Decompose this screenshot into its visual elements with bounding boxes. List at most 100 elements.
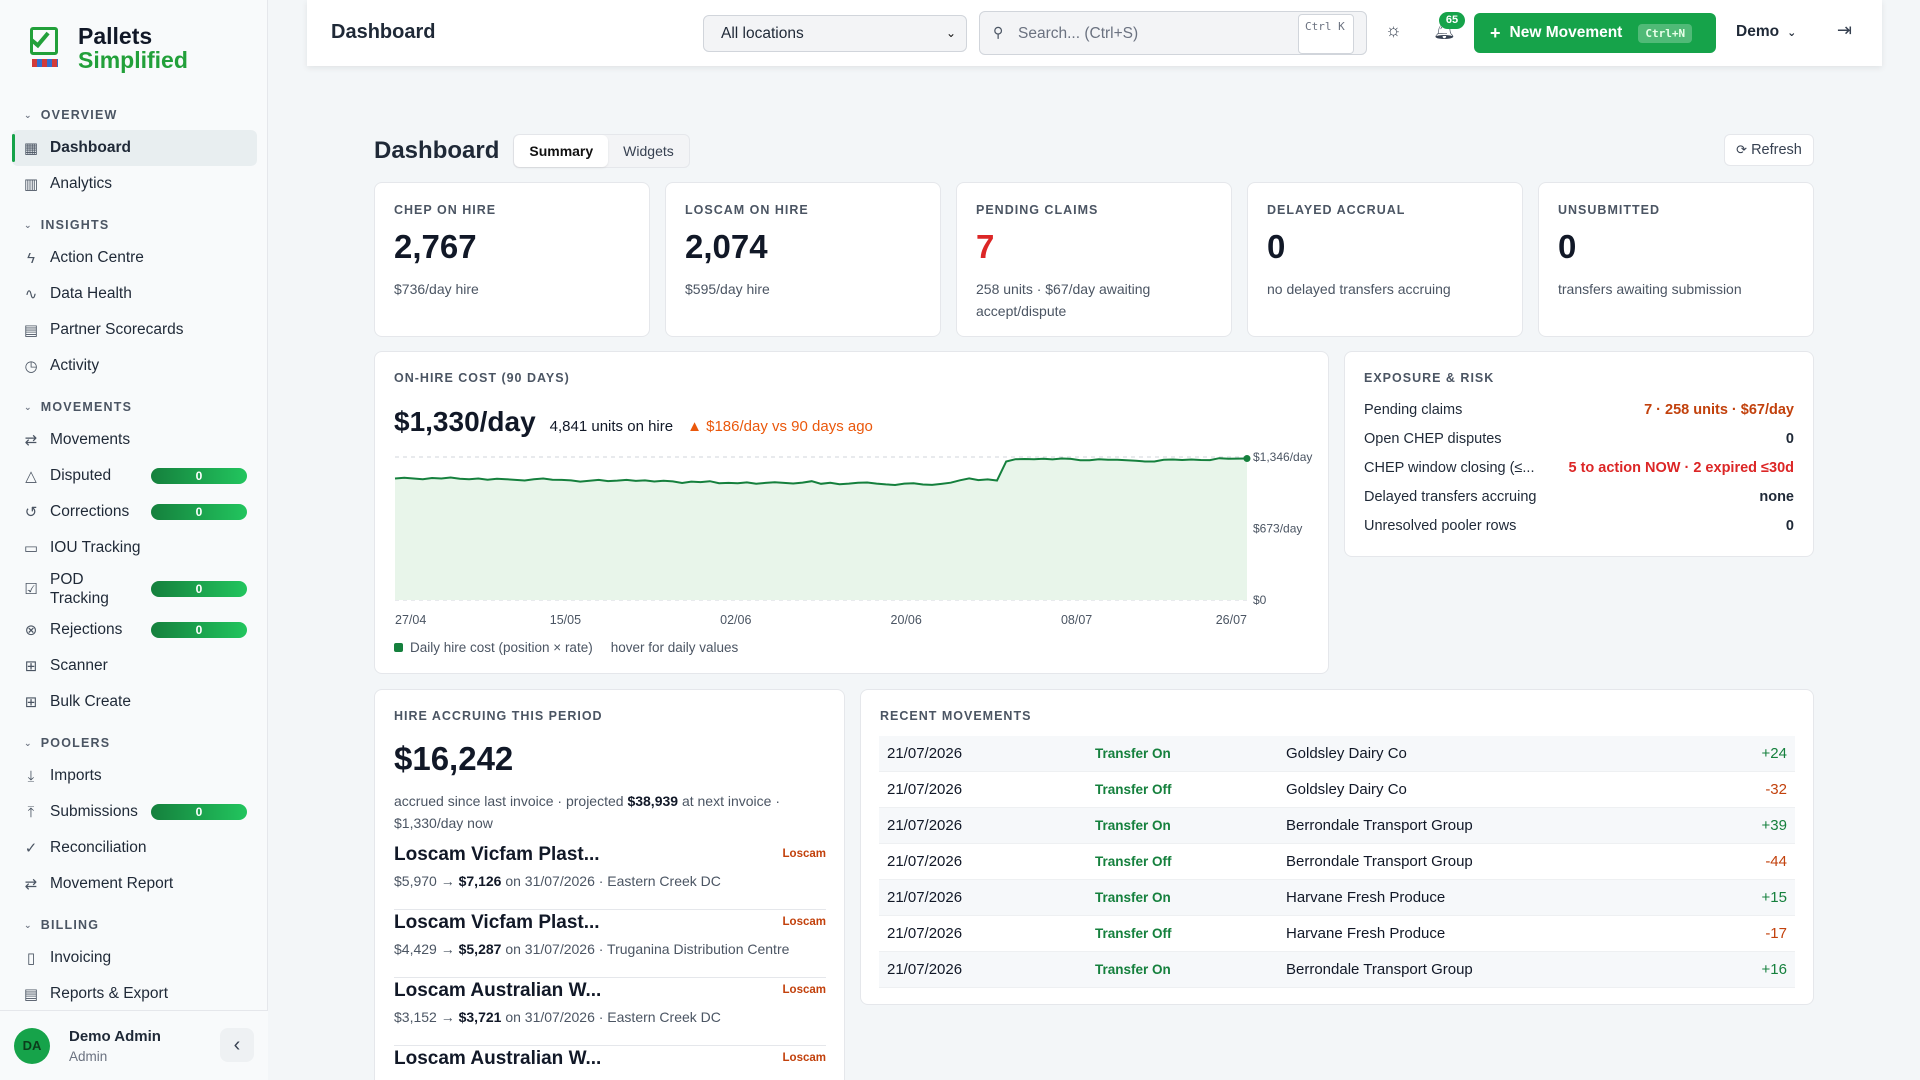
sidebar-item-reports-export[interactable]: ▤ Reports & Export: [12, 976, 257, 1012]
hire-item-title: Loscam Australian W...: [394, 1048, 602, 1069]
location-select-value: All locations: [721, 25, 804, 42]
arrows-icon: ⇄: [24, 432, 38, 449]
x-tick-label: 08/07: [1061, 613, 1092, 627]
sidebar-item-disputed[interactable]: △ Disputed 0: [12, 458, 257, 494]
on-hire-cost-card: ON-HIRE COST (90 DAYS) $1,330/day 4,841 …: [374, 351, 1329, 674]
collapse-sidebar-button[interactable]: ‹: [220, 1028, 254, 1062]
header-title: Dashboard: [331, 21, 436, 43]
kpi-card-delayed-accrual[interactable]: DELAYED ACCRUAL 0 no delayed transfers acc…: [1247, 182, 1523, 337]
new-movement-button[interactable]: + New Movement Ctrl+N: [1474, 13, 1716, 53]
sidebar-item-imports[interactable]: ⤓ Imports: [12, 758, 257, 794]
tab-widgets[interactable]: Widgets: [623, 143, 674, 159]
count-badge: 0: [151, 804, 247, 820]
sidebar-item-action-centre[interactable]: ϟ Action Centre: [12, 240, 257, 276]
sidebar-item-label: Imports: [50, 767, 102, 784]
section-title: BILLING: [40, 918, 100, 932]
sidebar-item-scanner[interactable]: ⊞ Scanner: [12, 648, 257, 684]
table-row[interactable]: 21/07/2026 Transfer Off Goldsley Dairy Co -…: [879, 772, 1795, 808]
kpi-value: 0: [1558, 228, 1577, 265]
tab-summary[interactable]: Summary: [514, 135, 609, 167]
exposure-risk-card: EXPOSURE & RISK Pending claims 7 · 258 un…: [1344, 351, 1814, 557]
brand-logo[interactable]: Pallets Simplified: [30, 24, 188, 72]
grid-icon: ▦: [23, 140, 39, 157]
search-input[interactable]: ⚲ Search... (Ctrl+S) Ctrl K: [979, 11, 1367, 55]
kpi-label: CHEP ON HIRE: [394, 203, 497, 217]
sidebar-item-invoicing[interactable]: ▯ Invoicing: [12, 940, 257, 976]
sidebar-section-movements[interactable]: ⌄ MOVEMENTS: [12, 392, 257, 422]
sidebar-item-label: Dashboard: [50, 139, 131, 156]
hire-from: $5,970 →: [394, 873, 459, 889]
sidebar-item-label: Submissions: [50, 803, 138, 820]
sidebar-item-movement-report[interactable]: ⇄ Movement Report: [12, 866, 257, 902]
kpi-label: UNSUBMITTED: [1558, 203, 1660, 217]
sidebar-section-insights[interactable]: ⌄ INSIGHTS: [12, 210, 257, 240]
sidebar-item-data-health[interactable]: ∿ Data Health: [12, 276, 257, 312]
kpi-subtext: transfers awaiting submission: [1558, 281, 1742, 297]
sidebar-item-submissions[interactable]: ⤒ Submissions 0: [12, 794, 257, 830]
hire-accrual-item[interactable]: Loscam Vicfam Plast... Loscam $5,970 → $7,…: [394, 844, 826, 910]
movement-qty: -17: [1765, 925, 1787, 942]
risk-value: 7 · 258 units · $67/day: [1644, 402, 1794, 418]
sidebar-item-activity[interactable]: ◷ Activity: [12, 348, 257, 384]
risk-row: CHEP window closing (≤... 5 to action NOW…: [1364, 460, 1794, 482]
chevron-left-icon: ‹: [233, 1033, 241, 1056]
sidebar-item-reconciliation[interactable]: ✓ Reconciliation: [12, 830, 257, 866]
table-row[interactable]: 21/07/2026 Transfer On Goldsley Dairy Co +2…: [879, 736, 1795, 772]
count-badge: 0: [151, 622, 247, 638]
sidebar-item-label: Activity: [50, 357, 100, 374]
on-hire-cost-chart[interactable]: $1,346/day $673/day $0 27/04 15/05 02/06 20/06…: [375, 352, 1330, 675]
pooler-tag: Loscam: [782, 1052, 826, 1064]
kpi-card-chep-on-hire[interactable]: CHEP ON HIRE 2,767 $736/day hire: [374, 182, 650, 337]
refresh-icon: ⟳: [1736, 142, 1748, 157]
sidebar-item-rejections[interactable]: ⊗ Rejections 0: [12, 612, 257, 648]
pallet-check-icon: [30, 27, 60, 69]
risk-row: Delayed transfers accruing none: [1364, 489, 1794, 511]
sidebar-item-dashboard[interactable]: ▦ Dashboard: [12, 130, 257, 166]
movement-party: Harvane Fresh Produce: [1286, 925, 1446, 942]
kpi-card-pending-claims[interactable]: PENDING CLAIMS 7 258 units · $67/day await…: [956, 182, 1232, 337]
movement-party: Berrondale Transport Group: [1286, 853, 1473, 870]
kpi-value: 7: [976, 228, 995, 265]
hire-accrual-item[interactable]: Loscam Australian W... Loscam: [394, 1048, 826, 1080]
table-row[interactable]: 21/07/2026 Transfer Off Harvane Fresh Prod…: [879, 916, 1795, 952]
sidebar-item-bulk-create[interactable]: ⊞ Bulk Create: [12, 684, 257, 720]
hire-rest: on 31/07/2026 · Eastern Creek DC: [501, 873, 721, 889]
theme-toggle-icon[interactable]: ☼: [1385, 20, 1402, 40]
sidebar-section-overview[interactable]: ⌄ OVERVIEW: [12, 100, 257, 130]
hire-accrual-item[interactable]: Loscam Australian W... Loscam $3,152 → $3,…: [394, 980, 826, 1046]
table-row[interactable]: 21/07/2026 Transfer On Berrondale Transpor…: [879, 952, 1795, 988]
sidebar-item-corrections[interactable]: ↺ Corrections 0: [12, 494, 257, 530]
sidebar-item-partner-scorecards[interactable]: ▤ Partner Scorecards: [12, 312, 257, 348]
movement-date: 21/07/2026: [887, 889, 963, 906]
table-row[interactable]: 21/07/2026 Transfer On Berrondale Transpor…: [879, 808, 1795, 844]
section-title: POOLERS: [40, 736, 111, 750]
card-label: HIRE ACCRUING THIS PERIOD: [394, 709, 603, 723]
cost-delta: ▲ $186/day vs 90 days ago: [687, 418, 873, 435]
account-menu[interactable]: Demo ⌄: [1736, 23, 1796, 41]
hire-accrued-summary: accrued since last invoice · projected $…: [394, 790, 824, 834]
table-row[interactable]: 21/07/2026 Transfer Off Berrondale Transpo…: [879, 844, 1795, 880]
logout-icon[interactable]: ⇥: [1837, 20, 1853, 40]
sidebar-section-billing[interactable]: ⌄ BILLING: [12, 910, 257, 940]
sidebar-section-poolers[interactable]: ⌄ POOLERS: [12, 728, 257, 758]
sidebar-item-movements[interactable]: ⇄ Movements: [12, 422, 257, 458]
refresh-button[interactable]: ⟳ Refresh: [1724, 134, 1814, 166]
chevron-down-icon: ⌄: [945, 26, 956, 40]
location-select[interactable]: All locations ⌄: [703, 15, 967, 52]
chevron-down-icon: ⌄: [24, 737, 33, 748]
sidebar-item-pod-tracking[interactable]: ☑ POD Tracking 0: [12, 566, 257, 612]
sidebar-item-analytics[interactable]: ▥ Analytics: [12, 166, 257, 202]
new-movement-shortcut: Ctrl+N: [1638, 23, 1693, 43]
sidebar-item-label: Corrections: [50, 503, 130, 520]
avatar[interactable]: DA: [14, 1027, 50, 1064]
kpi-card-loscam-on-hire[interactable]: LOSCAM ON HIRE 2,074 $595/day hire: [665, 182, 941, 337]
movement-date: 21/07/2026: [887, 745, 963, 762]
page-title: Dashboard: [374, 137, 500, 164]
movement-date: 21/07/2026: [887, 781, 963, 798]
movement-party: Goldsley Dairy Co: [1286, 781, 1407, 798]
kpi-card-unsubmitted[interactable]: UNSUBMITTED 0 transfers awaiting submissio…: [1538, 182, 1814, 337]
table-row[interactable]: 21/07/2026 Transfer On Harvane Fresh Produ…: [879, 880, 1795, 916]
hire-accrual-item[interactable]: Loscam Vicfam Plast... Loscam $4,429 → $5,…: [394, 912, 826, 978]
sidebar-item-iou-tracking[interactable]: ▭ IOU Tracking: [12, 530, 257, 566]
hire-item-title: Loscam Vicfam Plast...: [394, 844, 600, 865]
